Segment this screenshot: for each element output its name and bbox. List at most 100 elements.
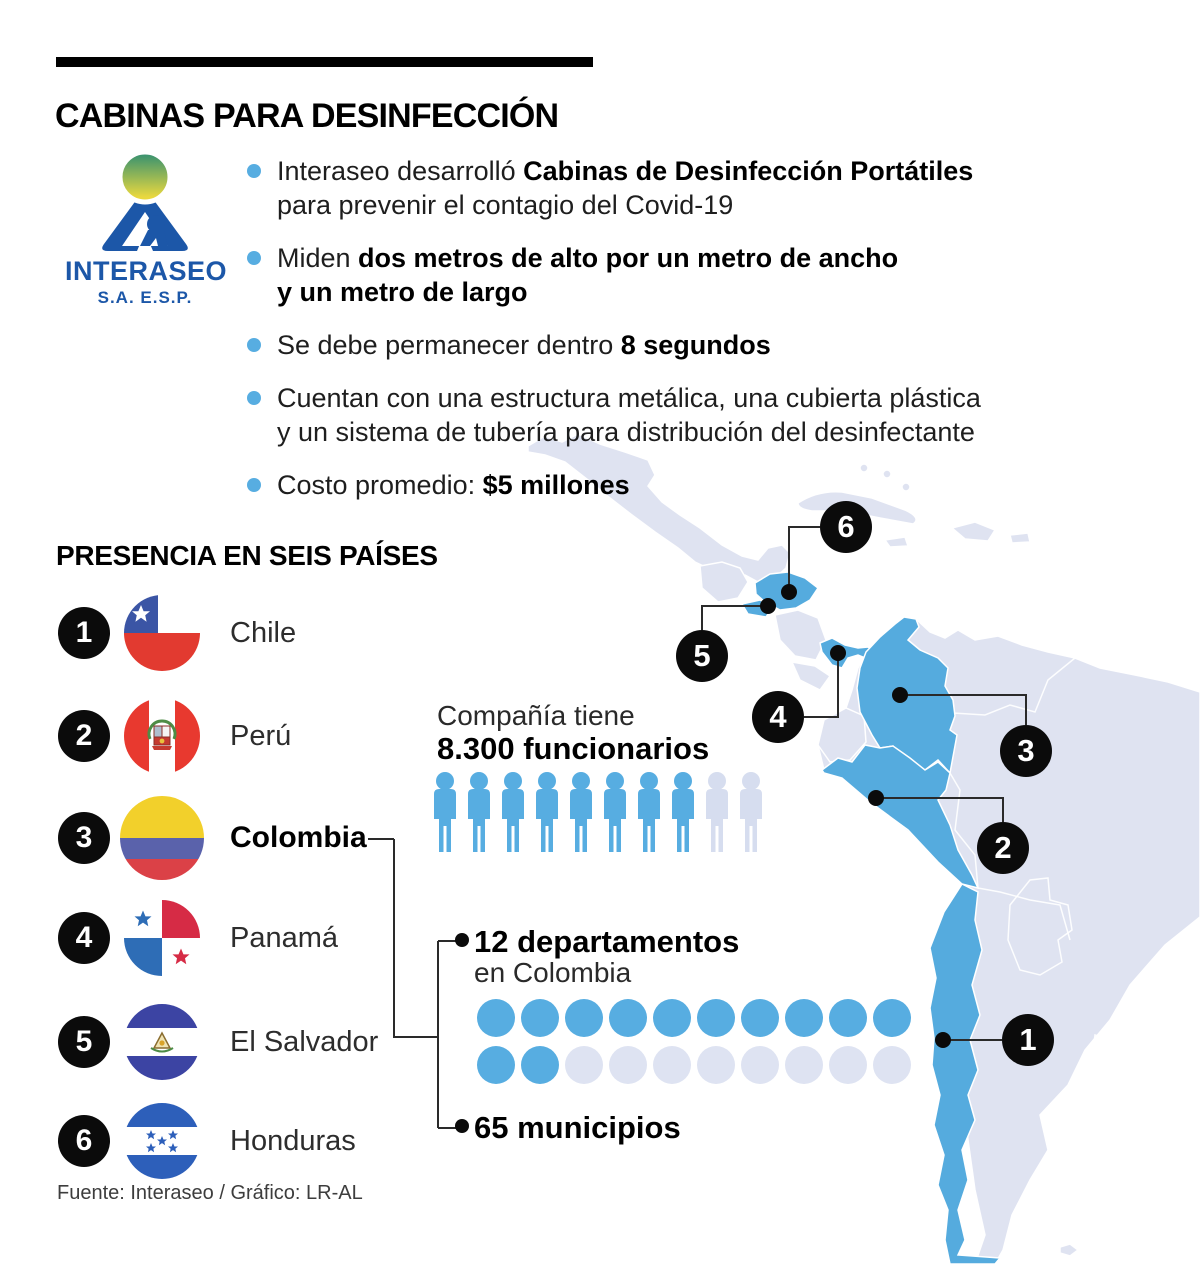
person-icon	[672, 772, 694, 852]
country-number-badge: 3	[58, 812, 110, 864]
honduras-flag	[120, 1103, 204, 1179]
connector-4-panama	[804, 660, 839, 718]
map-country-nicaragua	[774, 609, 827, 661]
departments-sublabel: en Colombia	[474, 957, 632, 988]
bullet-text-segment: Cabinas de Desinfección Portátiles	[523, 156, 974, 186]
map-border-uruguay	[1091, 1034, 1119, 1066]
employees-line1: Compañía tiene	[437, 700, 635, 731]
top-rule-bar	[56, 57, 593, 67]
department-dot	[565, 1046, 603, 1084]
map-island-puerto-rico	[1009, 532, 1031, 544]
colombia-flag	[120, 796, 204, 880]
bullet-text-segment: Miden	[277, 243, 359, 273]
bracket-line	[393, 839, 438, 1038]
department-dot	[829, 999, 867, 1037]
panama-flag	[120, 900, 204, 976]
bullet-text-segment: $5 millones	[482, 470, 630, 500]
anchor-dot-colombia	[892, 687, 908, 703]
map-country-peru	[820, 744, 980, 890]
interaseo-logo: INTERASEO S.A. E.S.P.	[65, 150, 228, 308]
info-bullet: Cuentan con una estructura metálica, una…	[247, 381, 1177, 449]
map-marker-honduras: 6	[820, 501, 872, 553]
peru-flag	[120, 698, 204, 774]
map-country-guatemala	[699, 561, 749, 603]
department-dot	[785, 1046, 823, 1084]
interaseo-logo-icon	[102, 150, 188, 251]
logo-name: INTERASEO	[65, 256, 228, 286]
bullet-text-segment: Interaseo desarrolló	[277, 156, 524, 186]
department-dot	[565, 999, 603, 1037]
department-dot	[873, 999, 911, 1037]
bullet-text-segment: Costo promedio:	[277, 470, 483, 500]
country-number-badge: 4	[58, 912, 110, 964]
map-country-mexico	[527, 433, 791, 583]
page-title: CABINAS PARA DESINFECCIÓN	[55, 96, 559, 135]
info-bullet: Costo promedio: $5 millones	[247, 468, 1177, 502]
departments-pictogram	[477, 999, 911, 1093]
department-dot	[741, 1046, 779, 1084]
department-dot	[741, 999, 779, 1037]
map-border-venezuela	[952, 657, 1076, 716]
latam-map	[527, 433, 1200, 1264]
dot-row	[477, 1046, 911, 1084]
country-row-panama: 4 Panamá	[58, 896, 338, 980]
department-dot	[477, 999, 515, 1037]
info-bullet: Se debe permanecer dentro 8 segundos	[247, 328, 1177, 362]
department-dot	[521, 999, 559, 1037]
logo-subtitle: S.A. E.S.P.	[97, 288, 193, 307]
employees-line2: 8.300 funcionarios	[437, 731, 710, 766]
employees-pictogram	[430, 772, 766, 854]
country-row-el-salvador: 5 El Salvador	[58, 1000, 378, 1084]
bullet-text-segment: y un metro de largo	[277, 277, 528, 307]
person-icon	[434, 772, 456, 852]
map-island-jamaica	[883, 536, 910, 548]
departments-label: 12 departamentos	[455, 924, 739, 960]
connector-3-colombia	[907, 694, 1027, 725]
anchor-dot-honduras	[781, 584, 797, 600]
department-dot	[521, 1046, 559, 1084]
bullet-text-segment: dos metros de alto por un metro de ancho	[358, 243, 899, 273]
country-label: El Salvador	[230, 1025, 379, 1058]
map-island-bahamas	[882, 469, 892, 479]
bullet-text-segment: 8 segundos	[620, 330, 771, 360]
presence-heading: PRESENCIA EN SEIS PAÍSES	[56, 540, 438, 571]
anchor-dot-peru	[868, 790, 884, 806]
anchor-dot-el-salvador	[760, 598, 776, 614]
bullet-text-segment: Cuentan con una estructura metálica, una…	[277, 383, 981, 413]
person-icon	[740, 772, 762, 852]
country-number-badge: 1	[58, 607, 110, 659]
chile-flag	[120, 595, 204, 671]
person-icon	[706, 772, 728, 852]
country-number-badge: 2	[58, 710, 110, 762]
info-bullets: Interaseo desarrolló Cabinas de Desinfec…	[247, 154, 1177, 521]
country-number-badge: 6	[58, 1115, 110, 1167]
connector-6-honduras	[788, 526, 820, 585]
anchor-dot-panama	[830, 645, 846, 661]
department-dot	[653, 1046, 691, 1084]
map-border-paraguay	[1007, 877, 1073, 976]
department-dot	[697, 1046, 735, 1084]
country-row-peru: 2 Perú	[58, 694, 291, 778]
department-dot	[785, 999, 823, 1037]
anchor-dot-chile	[935, 1032, 951, 1048]
person-icon	[502, 772, 524, 852]
person-icon	[604, 772, 626, 852]
country-label: Colombia	[230, 821, 367, 854]
map-island-bahamas	[901, 482, 911, 492]
dot-row	[477, 999, 911, 1037]
connector-5-el-salvador	[701, 605, 761, 630]
el-salvador-flag	[120, 1004, 204, 1080]
map-marker-peru: 2	[977, 822, 1029, 874]
map-island-hispaniola	[950, 521, 997, 542]
person-icon	[468, 772, 490, 852]
country-label: Chile	[230, 616, 297, 649]
department-dot	[653, 999, 691, 1037]
department-dot	[873, 1046, 911, 1084]
map-island-falklands	[1059, 1243, 1080, 1257]
map-marker-el-salvador: 5	[676, 630, 728, 682]
map-country-costa-rica	[790, 661, 832, 691]
info-bullet: Interaseo desarrolló Cabinas de Desinfec…	[247, 154, 1177, 222]
bullet-text-segment: Se debe permanecer dentro	[277, 330, 621, 360]
employees-callout: Compañía tiene 8.300 funcionarios	[437, 700, 709, 766]
